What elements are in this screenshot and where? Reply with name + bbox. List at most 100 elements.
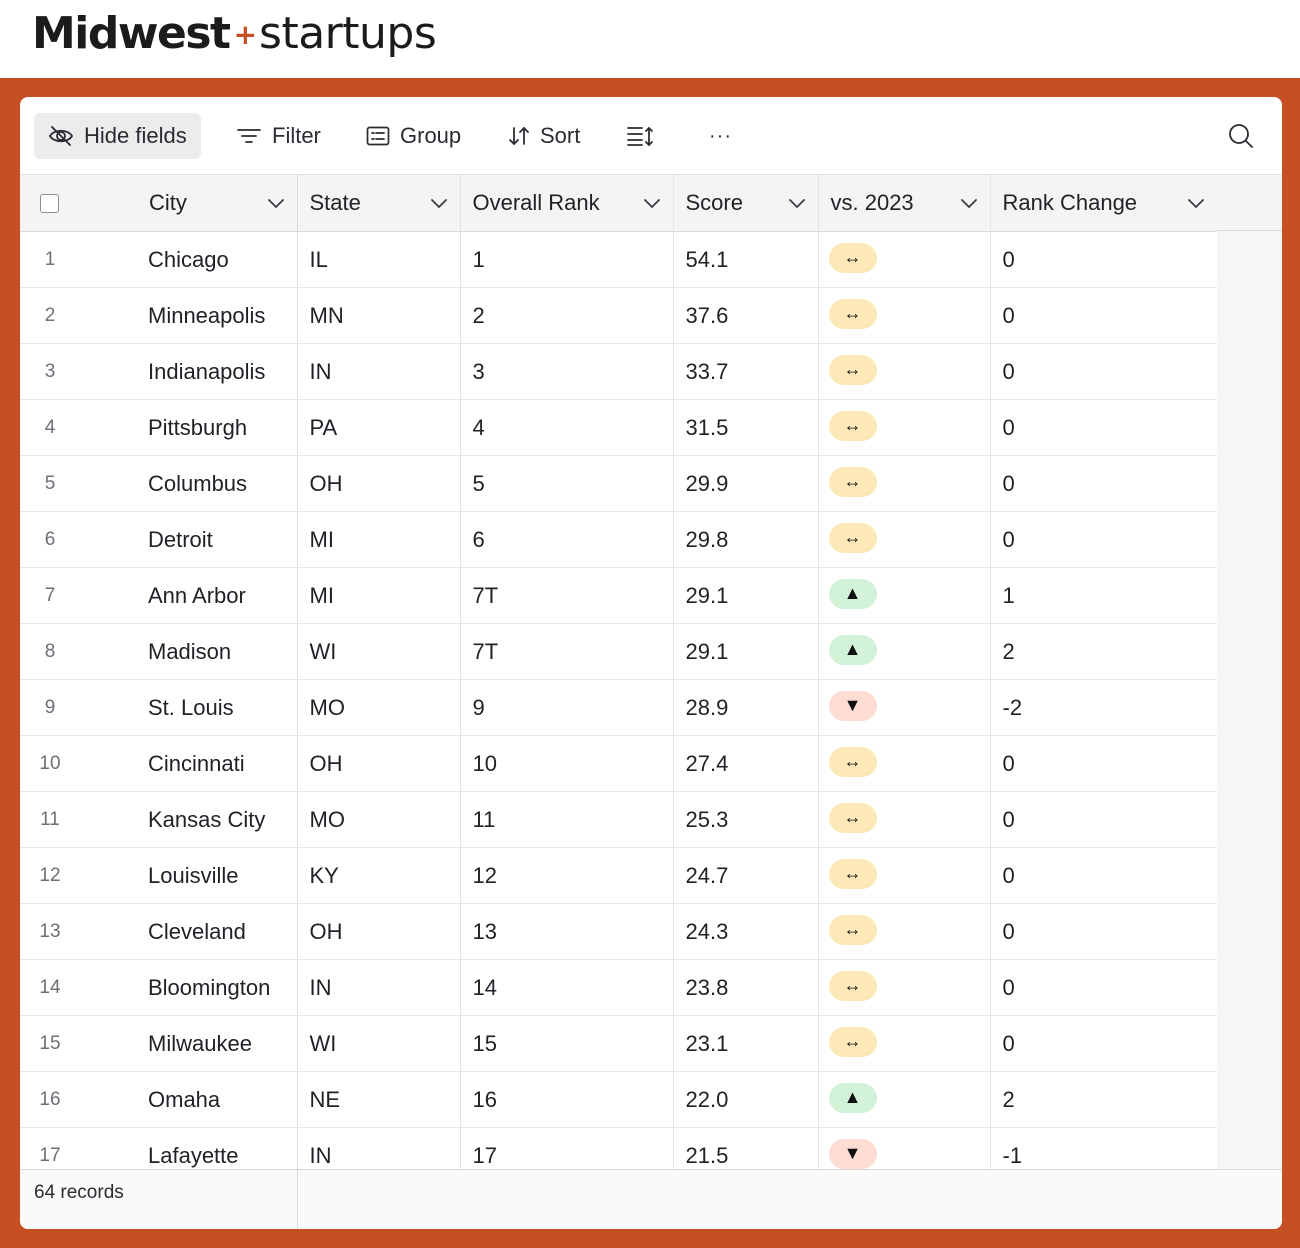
- group-button[interactable]: Group: [352, 113, 475, 159]
- chevron-down-icon[interactable]: [788, 197, 806, 209]
- table-row[interactable]: 10 Cincinnati OH 10 27.4 ↔ 0: [20, 735, 1217, 792]
- city-cell[interactable]: Columbus: [132, 455, 298, 512]
- vs-2023-cell[interactable]: ↔: [818, 735, 991, 792]
- overall-rank-cell[interactable]: 15: [460, 1015, 674, 1072]
- state-cell[interactable]: WI: [297, 623, 461, 680]
- score-cell[interactable]: 23.8: [673, 959, 819, 1016]
- column-header-rank-change[interactable]: Rank Change: [990, 175, 1217, 232]
- table-row[interactable]: 11 Kansas City MO 11 25.3 ↔ 0: [20, 791, 1217, 848]
- state-cell[interactable]: MN: [297, 287, 461, 344]
- city-cell[interactable]: Pittsburgh: [132, 399, 298, 456]
- rank-change-cell[interactable]: 0: [990, 511, 1217, 568]
- table-row[interactable]: 16 Omaha NE 16 22.0 ▲ 2: [20, 1071, 1217, 1128]
- state-cell[interactable]: OH: [297, 903, 461, 960]
- overall-rank-cell[interactable]: 6: [460, 511, 674, 568]
- state-cell[interactable]: NE: [297, 1071, 461, 1128]
- chevron-down-icon[interactable]: [267, 197, 285, 209]
- vs-2023-cell[interactable]: ▲: [818, 623, 991, 680]
- city-cell[interactable]: Cincinnati: [132, 735, 298, 792]
- city-cell[interactable]: St. Louis: [132, 679, 298, 736]
- city-cell[interactable]: Madison: [132, 623, 298, 680]
- state-cell[interactable]: PA: [297, 399, 461, 456]
- state-cell[interactable]: WI: [297, 1015, 461, 1072]
- column-header-score[interactable]: Score: [673, 175, 819, 232]
- vs-2023-cell[interactable]: ↔: [818, 399, 991, 456]
- rank-change-cell[interactable]: 0: [990, 847, 1217, 904]
- vs-2023-cell[interactable]: ↔: [818, 903, 991, 960]
- overall-rank-cell[interactable]: 1: [460, 231, 674, 288]
- vs-2023-cell[interactable]: ↔: [818, 231, 991, 288]
- vs-2023-cell[interactable]: ↔: [818, 1015, 991, 1072]
- overall-rank-cell[interactable]: 9: [460, 679, 674, 736]
- city-cell[interactable]: Milwaukee: [132, 1015, 298, 1072]
- column-header-overall-rank[interactable]: Overall Rank: [460, 175, 674, 232]
- rank-change-cell[interactable]: 0: [990, 231, 1217, 288]
- table-row[interactable]: 5 Columbus OH 5 29.9 ↔ 0: [20, 455, 1217, 512]
- score-cell[interactable]: 37.6: [673, 287, 819, 344]
- score-cell[interactable]: 27.4: [673, 735, 819, 792]
- city-cell[interactable]: Omaha: [132, 1071, 298, 1128]
- rank-change-cell[interactable]: 2: [990, 1071, 1217, 1128]
- vs-2023-cell[interactable]: ↔: [818, 343, 991, 400]
- city-cell[interactable]: Cleveland: [132, 903, 298, 960]
- vs-2023-cell[interactable]: ↔: [818, 959, 991, 1016]
- rank-change-cell[interactable]: 0: [990, 959, 1217, 1016]
- overall-rank-cell[interactable]: 16: [460, 1071, 674, 1128]
- table-row[interactable]: 12 Louisville KY 12 24.7 ↔ 0: [20, 847, 1217, 904]
- table-row[interactable]: 1 Chicago IL 1 54.1 ↔ 0: [20, 231, 1217, 288]
- vs-2023-cell[interactable]: ↔: [818, 455, 991, 512]
- overall-rank-cell[interactable]: 10: [460, 735, 674, 792]
- rank-change-cell[interactable]: 0: [990, 343, 1217, 400]
- table-row[interactable]: 9 St. Louis MO 9 28.9 ▼ -2: [20, 679, 1217, 736]
- score-cell[interactable]: 29.1: [673, 567, 819, 624]
- overall-rank-cell[interactable]: 13: [460, 903, 674, 960]
- vs-2023-cell[interactable]: ▲: [818, 1071, 991, 1128]
- chevron-down-icon[interactable]: [430, 197, 448, 209]
- chevron-down-icon[interactable]: [643, 197, 661, 209]
- overall-rank-cell[interactable]: 7T: [460, 567, 674, 624]
- vs-2023-cell[interactable]: ↔: [818, 791, 991, 848]
- state-cell[interactable]: MO: [297, 791, 461, 848]
- chevron-down-icon[interactable]: [960, 197, 978, 209]
- column-header-vs-2023[interactable]: vs. 2023: [818, 175, 991, 232]
- score-cell[interactable]: 29.9: [673, 455, 819, 512]
- score-cell[interactable]: 33.7: [673, 343, 819, 400]
- overall-rank-cell[interactable]: 5: [460, 455, 674, 512]
- search-button[interactable]: [1228, 123, 1254, 154]
- rank-change-cell[interactable]: 0: [990, 791, 1217, 848]
- state-cell[interactable]: MO: [297, 679, 461, 736]
- overall-rank-cell[interactable]: 17: [460, 1127, 674, 1169]
- state-cell[interactable]: IL: [297, 231, 461, 288]
- overall-rank-cell[interactable]: 12: [460, 847, 674, 904]
- score-cell[interactable]: 29.8: [673, 511, 819, 568]
- city-cell[interactable]: Indianapolis: [132, 343, 298, 400]
- city-cell[interactable]: Kansas City: [132, 791, 298, 848]
- select-all-checkbox[interactable]: [40, 193, 59, 213]
- state-cell[interactable]: IN: [297, 959, 461, 1016]
- rank-change-cell[interactable]: 0: [990, 455, 1217, 512]
- table-row[interactable]: 7 Ann Arbor MI 7T 29.1 ▲ 1: [20, 567, 1217, 624]
- row-height-button[interactable]: [612, 113, 668, 159]
- rank-change-cell[interactable]: 0: [990, 735, 1217, 792]
- table-row[interactable]: 4 Pittsburgh PA 4 31.5 ↔ 0: [20, 399, 1217, 456]
- vs-2023-cell[interactable]: ↔: [818, 847, 991, 904]
- overall-rank-cell[interactable]: 3: [460, 343, 674, 400]
- city-cell[interactable]: Minneapolis: [132, 287, 298, 344]
- score-cell[interactable]: 28.9: [673, 679, 819, 736]
- rank-change-cell[interactable]: 0: [990, 1015, 1217, 1072]
- state-cell[interactable]: IN: [297, 343, 461, 400]
- rank-change-cell[interactable]: 0: [990, 287, 1217, 344]
- column-header-city[interactable]: City: [132, 175, 298, 232]
- rank-change-cell[interactable]: 0: [990, 903, 1217, 960]
- score-cell[interactable]: 24.3: [673, 903, 819, 960]
- overall-rank-cell[interactable]: 11: [460, 791, 674, 848]
- score-cell[interactable]: 24.7: [673, 847, 819, 904]
- rank-change-cell[interactable]: 0: [990, 399, 1217, 456]
- city-cell[interactable]: Detroit: [132, 511, 298, 568]
- overall-rank-cell[interactable]: 2: [460, 287, 674, 344]
- overall-rank-cell[interactable]: 14: [460, 959, 674, 1016]
- filter-button[interactable]: Filter: [222, 113, 335, 159]
- table-row[interactable]: 6 Detroit MI 6 29.8 ↔ 0: [20, 511, 1217, 568]
- score-cell[interactable]: 29.1: [673, 623, 819, 680]
- overall-rank-cell[interactable]: 7T: [460, 623, 674, 680]
